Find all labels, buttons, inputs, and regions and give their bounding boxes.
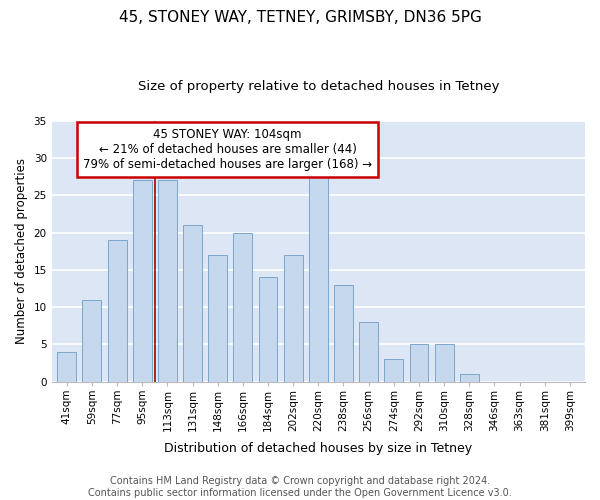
Y-axis label: Number of detached properties: Number of detached properties: [15, 158, 28, 344]
Text: 45, STONEY WAY, TETNEY, GRIMSBY, DN36 5PG: 45, STONEY WAY, TETNEY, GRIMSBY, DN36 5P…: [119, 10, 481, 25]
Bar: [133, 180, 152, 382]
Bar: [434, 344, 454, 382]
Text: 45 STONEY WAY: 104sqm
← 21% of detached houses are smaller (44)
79% of semi-deta: 45 STONEY WAY: 104sqm ← 21% of detached …: [83, 128, 372, 172]
Title: Size of property relative to detached houses in Tetney: Size of property relative to detached ho…: [137, 80, 499, 93]
Text: Contains HM Land Registry data © Crown copyright and database right 2024.
Contai: Contains HM Land Registry data © Crown c…: [88, 476, 512, 498]
X-axis label: Distribution of detached houses by size in Tetney: Distribution of detached houses by size …: [164, 442, 472, 455]
Bar: [233, 232, 252, 382]
Bar: [107, 240, 127, 382]
Bar: [284, 255, 302, 382]
Bar: [385, 360, 403, 382]
Bar: [158, 180, 177, 382]
Bar: [309, 173, 328, 382]
Bar: [359, 322, 378, 382]
Bar: [334, 285, 353, 382]
Bar: [410, 344, 428, 382]
Bar: [208, 255, 227, 382]
Bar: [58, 352, 76, 382]
Bar: [183, 225, 202, 382]
Bar: [259, 278, 277, 382]
Bar: [82, 300, 101, 382]
Bar: [460, 374, 479, 382]
